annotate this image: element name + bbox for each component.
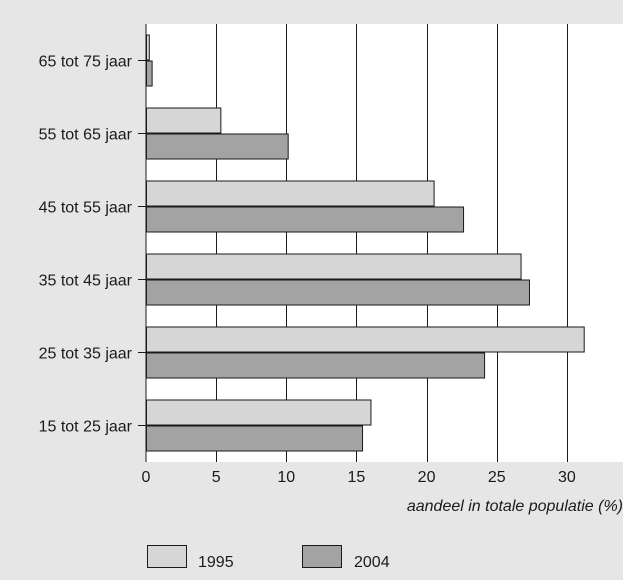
x-tick-label: 15 [348, 469, 366, 486]
x-tick-label: 10 [277, 469, 295, 486]
y-tick-label: 35 tot 45 jaar [39, 273, 133, 290]
x-tick-label: 25 [488, 469, 506, 486]
legend-swatch-1995 [148, 546, 187, 568]
bar-2004-5 [147, 353, 485, 378]
bar-2004-6 [147, 426, 363, 451]
y-tick-label: 45 tot 55 jaar [39, 200, 133, 217]
bar-2004-2 [147, 134, 289, 159]
bar-1995-4 [147, 254, 522, 279]
legend: 1995 2004 [148, 546, 390, 572]
x-tick-labels: 05101520253035 [142, 469, 623, 486]
legend-swatch-2004 [303, 546, 342, 568]
y-tick-label: 25 tot 35 jaar [39, 346, 133, 363]
bar-1995-6 [147, 400, 371, 425]
x-tick-label: 30 [558, 469, 576, 486]
y-tick-label: 65 tot 75 jaar [39, 54, 133, 71]
bar-2004-4 [147, 280, 530, 305]
bar-1995-3 [147, 181, 435, 206]
y-tick-label: 15 tot 25 jaar [39, 419, 133, 436]
legend-label-2004: 2004 [354, 554, 390, 571]
y-tick-label: 55 tot 65 jaar [39, 127, 133, 144]
x-tick-label: 20 [418, 469, 436, 486]
x-tick-label: 5 [212, 469, 221, 486]
y-tick-labels: 65 tot 75 jaar 55 tot 65 jaar 45 tot 55 ja… [39, 54, 146, 436]
bar-2004-1 [147, 61, 153, 86]
plot-area [146, 24, 623, 462]
bar-1995-1 [147, 35, 150, 60]
bar-1995-2 [147, 108, 221, 133]
bar-1995-5 [147, 327, 585, 352]
x-tick-label: 0 [142, 469, 151, 486]
bar-2004-3 [147, 207, 464, 232]
x-axis-label: aandeel in totale populatie (%) [407, 498, 623, 515]
legend-label-1995: 1995 [198, 554, 234, 571]
